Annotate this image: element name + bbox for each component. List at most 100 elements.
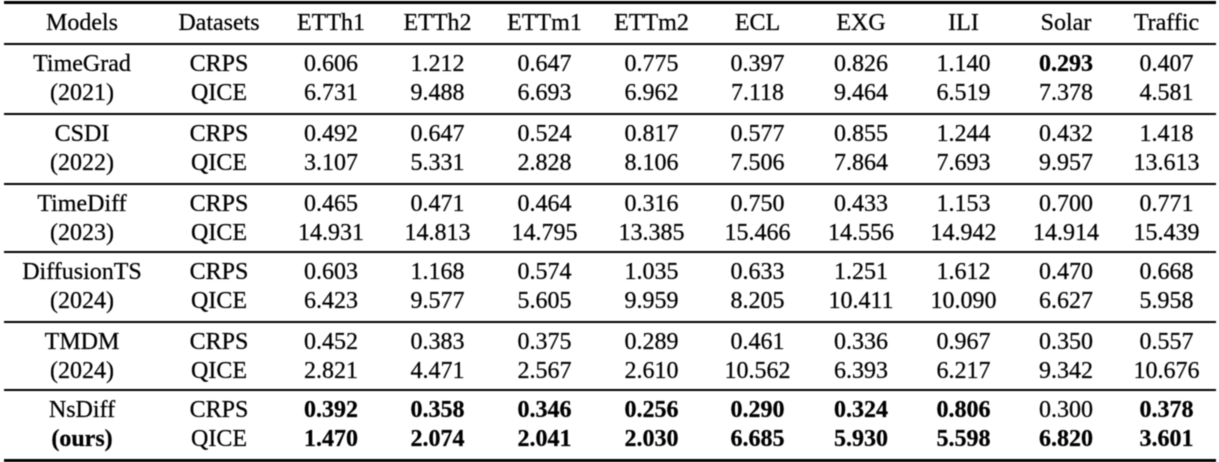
crps-value: 0.358 [410, 396, 465, 423]
qice-value: 1.470 [304, 425, 358, 452]
value-cell: 1.168 9.577 [384, 251, 491, 321]
model-cell: TimeDiff (2023) [4, 183, 160, 251]
value-cell: 0.465 14.931 [278, 183, 384, 251]
metric-label: CRPS [189, 396, 249, 423]
value-cell: 0.433 14.556 [810, 183, 912, 251]
crps-value: 0.577 [730, 120, 785, 147]
value-cell: 0.397 7.118 [705, 45, 810, 113]
qice-value: 9.464 [834, 79, 888, 106]
value-cell: 0.603 6.423 [278, 251, 384, 321]
value-cell: 0.464 14.795 [491, 183, 598, 251]
crps-value: 0.647 [410, 120, 465, 147]
crps-value: 0.492 [304, 120, 358, 147]
column-header-ili: ILI [912, 4, 1015, 45]
model-name: NsDiff [48, 396, 116, 423]
crps-value: 0.471 [410, 190, 465, 217]
model-group-csdi: CSDI (2022) CRPS QICE 0.492 3.107 0.647 5.331 0.… [4, 113, 1216, 183]
qice-value: 9.957 [1039, 149, 1093, 176]
crps-value: 1.212 [410, 50, 465, 77]
qice-value: 13.613 [1133, 149, 1200, 176]
crps-value: 0.524 [517, 120, 572, 147]
column-header-datasets: Datasets [160, 4, 278, 45]
model-row: TimeGrad (2021) CRPS QICE 0.606 6.731 1.212 9.4… [4, 45, 1216, 113]
qice-value: 7.378 [1039, 79, 1093, 106]
crps-value: 0.383 [410, 328, 465, 355]
value-cell: 0.375 2.567 [491, 321, 598, 389]
value-cell: 0.668 5.958 [1117, 251, 1216, 321]
qice-value: 6.685 [730, 425, 785, 452]
value-cell: 0.383 4.471 [384, 321, 491, 389]
value-cell: 0.289 2.610 [598, 321, 705, 389]
qice-value: 13.385 [618, 219, 685, 246]
model-year: (ours) [51, 425, 113, 452]
crps-value: 0.316 [624, 190, 679, 217]
qice-value: 9.577 [410, 287, 465, 314]
qice-value: 2.821 [304, 357, 358, 384]
value-cell: 0.775 6.962 [598, 45, 705, 113]
crps-value: 1.251 [834, 258, 888, 285]
column-header-models: Models [4, 4, 160, 45]
metric-cell: CRPS QICE [160, 113, 278, 183]
qice-value: 3.107 [304, 149, 358, 176]
crps-value: 0.633 [730, 258, 785, 285]
qice-value: 5.930 [834, 425, 888, 452]
crps-value: 0.771 [1139, 190, 1194, 217]
crps-value: 0.647 [517, 50, 572, 77]
value-cell: 0.633 8.205 [705, 251, 810, 321]
qice-value: 6.820 [1039, 425, 1093, 452]
metric-cell: CRPS QICE [160, 45, 278, 113]
qice-value: 10.676 [1133, 357, 1200, 384]
crps-value: 0.557 [1139, 328, 1194, 355]
crps-value: 0.290 [730, 396, 785, 423]
column-header-etth2: ETTh2 [384, 4, 491, 45]
qice-value: 6.962 [624, 79, 679, 106]
value-cell: 0.350 9.342 [1015, 321, 1117, 389]
qice-value: 3.601 [1139, 425, 1194, 452]
crps-value: 0.855 [834, 120, 888, 147]
model-group-tmdm: TMDM (2024) CRPS QICE 0.452 2.821 0.383 4.471 0.… [4, 321, 1216, 389]
qice-value: 6.693 [517, 79, 572, 106]
metric-label: CRPS [189, 328, 249, 355]
column-header-etth1: ETTh1 [278, 4, 384, 45]
crps-value: 0.470 [1039, 258, 1093, 285]
qice-value: 6.217 [936, 357, 991, 384]
crps-value: 1.612 [936, 258, 991, 285]
value-cell: 1.035 9.959 [598, 251, 705, 321]
crps-value: 0.606 [304, 50, 358, 77]
model-cell: DiffusionTS (2024) [4, 251, 160, 321]
column-header-solar: Solar [1015, 4, 1117, 45]
qice-value: 4.471 [410, 357, 465, 384]
crps-value: 0.324 [834, 396, 888, 423]
model-year: (2021) [50, 79, 114, 106]
qice-value: 2.074 [410, 425, 465, 452]
model-row: NsDiff (ours) CRPS QICE 0.392 1.470 0.358 2.074… [4, 389, 1216, 459]
model-cell: NsDiff (ours) [4, 389, 160, 459]
qice-value: 2.567 [517, 357, 572, 384]
model-name: DiffusionTS [22, 258, 142, 285]
crps-value: 0.817 [624, 120, 679, 147]
value-cell: 0.492 3.107 [278, 113, 384, 183]
model-cell: TMDM (2024) [4, 321, 160, 389]
qice-value: 5.958 [1139, 287, 1194, 314]
crps-value: 0.432 [1039, 120, 1093, 147]
qice-value: 9.959 [624, 287, 679, 314]
crps-value: 0.375 [517, 328, 572, 355]
value-cell: 0.471 14.813 [384, 183, 491, 251]
value-cell: 0.470 6.627 [1015, 251, 1117, 321]
header-label: ETTh1 [297, 10, 365, 37]
value-cell: 0.293 7.378 [1015, 45, 1117, 113]
crps-value: 0.775 [624, 50, 679, 77]
value-cell: 0.461 10.562 [705, 321, 810, 389]
qice-value: 8.106 [624, 149, 679, 176]
value-cell: 1.153 14.942 [912, 183, 1015, 251]
value-cell: 0.358 2.074 [384, 389, 491, 459]
crps-value: 0.461 [730, 328, 785, 355]
qice-value: 15.466 [724, 219, 791, 246]
qice-value: 6.519 [936, 79, 991, 106]
header-label: Models [46, 10, 118, 37]
qice-value: 14.813 [404, 219, 471, 246]
crps-value: 0.350 [1039, 328, 1093, 355]
value-cell: 0.750 15.466 [705, 183, 810, 251]
metric-label: QICE [191, 425, 247, 452]
